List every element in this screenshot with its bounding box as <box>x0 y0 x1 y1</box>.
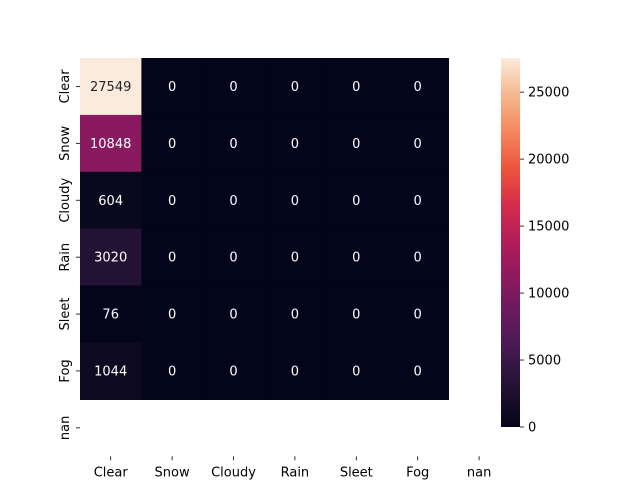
heatmap-cell <box>141 285 204 344</box>
cell-value-label: 0 <box>414 194 422 209</box>
heatmap-cell <box>80 285 142 344</box>
cell-value-label: 0 <box>229 194 237 209</box>
y-tick-label: Clear <box>58 69 73 104</box>
cell-value-label: 0 <box>291 251 299 266</box>
cell-value-label: 0 <box>414 364 422 379</box>
heatmap-cell <box>264 228 327 287</box>
heatmap-cell <box>325 285 388 344</box>
heatmap-cell <box>80 114 142 173</box>
heatmap-cell <box>202 342 265 400</box>
x-tick-label: Rain <box>281 465 310 480</box>
heatmap-cell <box>387 228 449 287</box>
heatmap-cell <box>264 114 327 173</box>
heatmap-cell <box>202 171 265 230</box>
cell-value-label: 27549 <box>90 80 131 95</box>
y-tick-label: Sleet <box>58 298 73 331</box>
cell-value-label: 0 <box>168 194 176 209</box>
heatmap-cell <box>141 114 204 173</box>
cell-value-label: 0 <box>352 308 360 323</box>
x-tick-label: Cloudy <box>211 465 256 480</box>
colorbar-tick-label: 15000 <box>528 220 569 235</box>
x-tick-label: Clear <box>94 465 129 480</box>
x-axis: Clear Snow Cloudy Rain Sleet Fog nan <box>94 456 491 480</box>
cell-value-label: 76 <box>102 308 119 323</box>
cell-value-label: 0 <box>352 251 360 266</box>
colorbar-tick-label: 10000 <box>528 287 569 302</box>
cell-value-label: 0 <box>414 80 422 95</box>
x-tick-label: Sleet <box>340 465 373 480</box>
cell-value-label: 0 <box>414 308 422 323</box>
cell-value-label: 0 <box>291 137 299 152</box>
cell-value-label: 604 <box>98 194 123 209</box>
colorbar-tick-label: 0 <box>528 421 536 436</box>
heatmap-cell <box>264 342 327 400</box>
cell-value-label: 0 <box>229 308 237 323</box>
heatmap-cell <box>264 171 327 230</box>
cell-value-label: 0 <box>168 137 176 152</box>
heatmap-cell <box>264 58 327 116</box>
cell-value-label: 0 <box>229 80 237 95</box>
cell-value-label: 0 <box>168 364 176 379</box>
cell-value-label: 0 <box>168 308 176 323</box>
heatmap-cell <box>80 58 142 116</box>
cell-value-label: 0 <box>168 80 176 95</box>
heatmap-cell <box>387 342 449 400</box>
cell-value-label: 0 <box>291 364 299 379</box>
cell-value-label: 0 <box>168 251 176 266</box>
y-tick-label: Rain <box>58 243 73 272</box>
heatmap-cell <box>202 228 265 287</box>
heatmap-cell <box>141 171 204 230</box>
cell-value-label: 0 <box>352 364 360 379</box>
heatmap-cell <box>387 114 449 173</box>
cell-value-label: 0 <box>229 137 237 152</box>
cell-value-label: 0 <box>291 80 299 95</box>
y-tick-label: Snow <box>58 125 73 160</box>
x-tick-label: Snow <box>155 465 190 480</box>
heatmap-cell <box>80 228 142 287</box>
heatmap-cell <box>141 342 204 400</box>
cell-value-label: 1044 <box>94 364 127 379</box>
y-tick-label: Cloudy <box>58 178 73 223</box>
cell-value-labels: 27549 0 0 0 0 0 10848 0 0 0 0 0 604 0 0 0 0 0 3020 0 0 0 0 0 76 0… <box>90 80 422 380</box>
colorbar-tick-label: 25000 <box>528 86 569 101</box>
heatmap-cell <box>202 114 265 173</box>
x-tick-label: nan <box>467 465 491 480</box>
cell-value-label: 0 <box>414 251 422 266</box>
cell-value-label: 0 <box>352 194 360 209</box>
colorbar: 0 5000 10000 15000 20000 25000 <box>501 58 569 436</box>
heatmap-cell <box>325 342 388 400</box>
heatmap-cell <box>325 114 388 173</box>
cell-value-label: 10848 <box>90 137 131 152</box>
y-tick-label: nan <box>58 416 73 440</box>
heatmap-cell <box>325 58 388 116</box>
heatmap-cell <box>387 285 449 344</box>
heatmap-cell <box>387 171 449 230</box>
y-tick-label: Fog <box>58 359 73 382</box>
heatmap-cell <box>80 342 142 400</box>
cell-value-label: 0 <box>229 251 237 266</box>
colorbar-tick-label: 5000 <box>528 354 561 369</box>
cell-value-label: 0 <box>352 80 360 95</box>
heatmap-cell <box>202 285 265 344</box>
heatmap-cell <box>202 58 265 116</box>
cell-value-label: 0 <box>414 137 422 152</box>
heatmap-cell <box>264 285 327 344</box>
x-tick-label: Fog <box>406 465 429 480</box>
cell-value-label: 0 <box>229 364 237 379</box>
heatmap-cell <box>387 58 449 116</box>
cell-value-label: 3020 <box>94 251 127 266</box>
heatmap-cell <box>325 171 388 230</box>
colorbar-gradient <box>501 58 520 427</box>
colorbar-tick-label: 20000 <box>528 153 569 168</box>
cell-value-label: 0 <box>352 137 360 152</box>
heatmap-cell <box>325 228 388 287</box>
heatmap-cells <box>80 58 449 400</box>
heatmap-cell <box>80 171 142 230</box>
heatmap-cell <box>141 58 204 116</box>
heatmap-cell <box>141 228 204 287</box>
cell-value-label: 0 <box>291 308 299 323</box>
y-axis: Clear Snow Cloudy Rain Sleet Fog nan <box>58 69 80 440</box>
cell-value-label: 0 <box>291 194 299 209</box>
